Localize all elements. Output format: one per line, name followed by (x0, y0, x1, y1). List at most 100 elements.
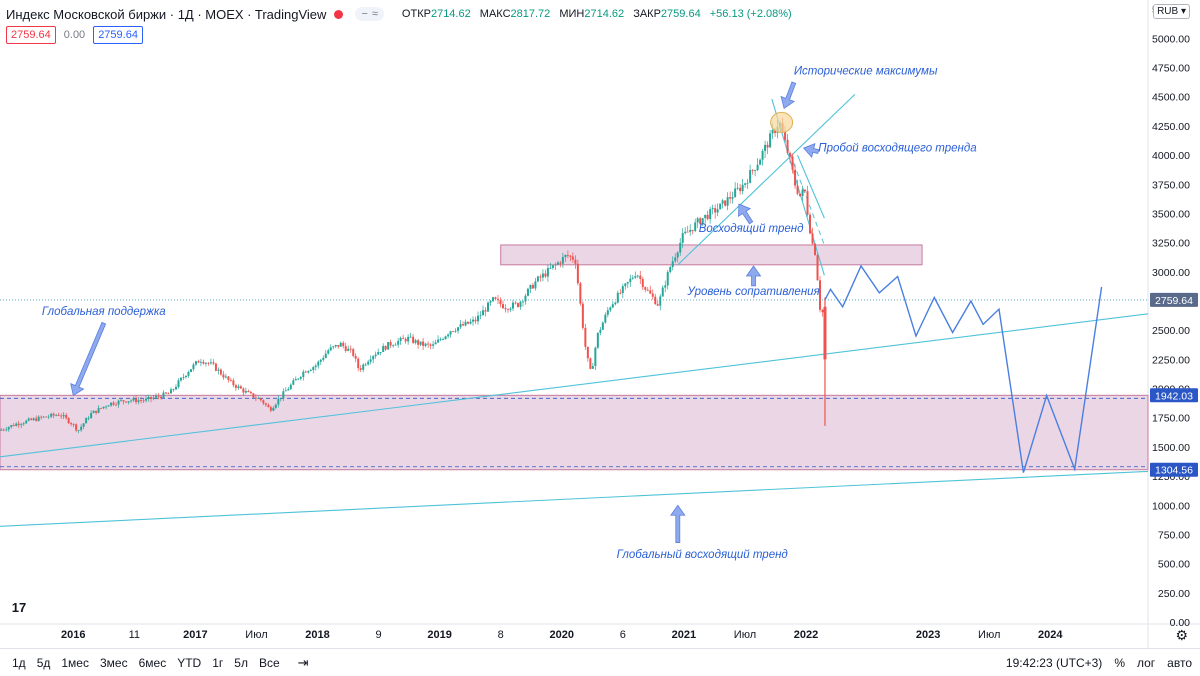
candle-body (816, 255, 819, 281)
candle-body (724, 200, 727, 206)
candle-body (489, 301, 492, 303)
candle-body (35, 418, 38, 421)
tradingview-logo-icon[interactable]: 17 (6, 594, 32, 620)
y-tick-label: 3750.00 (1152, 179, 1190, 191)
candle-body (766, 144, 769, 148)
candle-body (387, 342, 390, 350)
y-tick-label: 1000.00 (1152, 500, 1190, 512)
candle-body (32, 418, 35, 420)
arrow-global-support (70, 321, 107, 397)
high-label: МАКС (479, 8, 511, 20)
candle-body (397, 341, 400, 345)
low-label: МИН (559, 8, 585, 20)
high-value: 2817.72 (510, 8, 551, 20)
timeframe-1[interactable]: 5д (36, 655, 51, 670)
candle-body (292, 380, 295, 385)
candle-body (691, 229, 694, 231)
candle-body (659, 296, 662, 306)
candle-body (706, 214, 709, 220)
log-toggle[interactable]: лог (1136, 655, 1156, 670)
candle-body (157, 395, 160, 397)
candle-body (252, 393, 255, 398)
candle-body (160, 396, 163, 398)
candle-body (711, 208, 714, 210)
candle-body (469, 321, 472, 324)
candle-body (259, 398, 262, 401)
timeframe-8[interactable]: Все (258, 655, 280, 670)
candle-body (117, 400, 120, 405)
support-zone (0, 394, 1149, 471)
candle-body (699, 218, 702, 224)
candle-body (539, 276, 542, 278)
candle-body (204, 362, 207, 364)
change-value: +56.13 (+2.08%) (709, 8, 792, 20)
candle-body (399, 337, 402, 342)
support-low-badge: 1304.56 (1155, 465, 1193, 477)
y-tick-label: 4750.00 (1152, 63, 1190, 75)
sell-price-badge[interactable]: 2759.64 (6, 26, 56, 44)
x-tick-label: Июл (734, 629, 756, 641)
annotation-5: Глобальный восходящий тренд (617, 549, 788, 561)
candle-body (52, 413, 55, 416)
candle-body (379, 352, 382, 353)
candle-body (112, 402, 115, 405)
candle-body (591, 366, 594, 369)
currency-selector[interactable]: RUB ▾ (1153, 4, 1190, 19)
candle-body (714, 208, 717, 213)
candle-body (726, 197, 729, 206)
gear-icon[interactable]: ⚙ (1175, 627, 1188, 643)
candle-body (546, 268, 549, 277)
candle-body (786, 139, 789, 153)
timeframe-4[interactable]: 6мес (138, 655, 167, 670)
support-low-badge-bg (1150, 462, 1198, 477)
timeframe-0[interactable]: 1д (12, 655, 26, 670)
candle-body (774, 129, 777, 133)
y-tick-label: 4000.00 (1152, 150, 1190, 162)
timeframe-3[interactable]: 3мес (99, 655, 128, 670)
candle-body (142, 400, 145, 402)
timeframe-2[interactable]: 1мес (61, 655, 89, 670)
candle-body (804, 189, 807, 192)
global-support-line (0, 313, 1149, 458)
x-tick-label: Июл (978, 629, 1000, 641)
candle-body (367, 361, 370, 365)
candle-body (339, 342, 342, 347)
candle-body (819, 280, 822, 310)
candle-body (274, 404, 277, 408)
candle-body (182, 377, 185, 378)
clock[interactable]: 19:42:23 (UTC+3) (1005, 655, 1103, 670)
date-range-icon[interactable]: ⇥ (297, 654, 309, 670)
candle-body (334, 344, 337, 347)
candle-body (531, 284, 534, 289)
candle-body (439, 339, 442, 341)
candle-body (746, 182, 749, 184)
candle-body (731, 197, 734, 199)
compare-pill[interactable]: − ≈ (355, 7, 384, 21)
candle-body (509, 308, 512, 310)
x-tick-label: 8 (498, 629, 504, 641)
buy-price-badge[interactable]: 2759.64 (93, 26, 143, 44)
candle-body (297, 378, 300, 380)
candle-body (654, 296, 657, 305)
timeframe-6[interactable]: 1г (212, 655, 224, 670)
candle-body (317, 361, 320, 366)
candle-body (482, 310, 485, 316)
candle-body (409, 336, 412, 338)
candle-body (696, 218, 699, 223)
candle-body (162, 392, 165, 398)
candle-body (374, 354, 377, 357)
auto-toggle[interactable]: авто (1167, 655, 1192, 670)
timeframe-7[interactable]: 5л (234, 655, 248, 670)
percent-toggle[interactable]: % (1114, 655, 1125, 670)
symbol-title[interactable]: Индекс Московской биржи · 1Д · MOEX · Tr… (6, 6, 327, 22)
candle-body (811, 233, 814, 244)
candle-body (369, 359, 372, 362)
candle-body (125, 401, 128, 403)
right-tools: 19:42:23 (UTC+3) % лог авто (1006, 656, 1192, 670)
timeframe-5[interactable]: YTD (177, 655, 202, 670)
candle-body (447, 334, 450, 337)
candle-body (362, 364, 365, 370)
forecast-path (824, 264, 1103, 473)
order-badges: 2759.64 0.00 2759.64 (6, 26, 143, 44)
